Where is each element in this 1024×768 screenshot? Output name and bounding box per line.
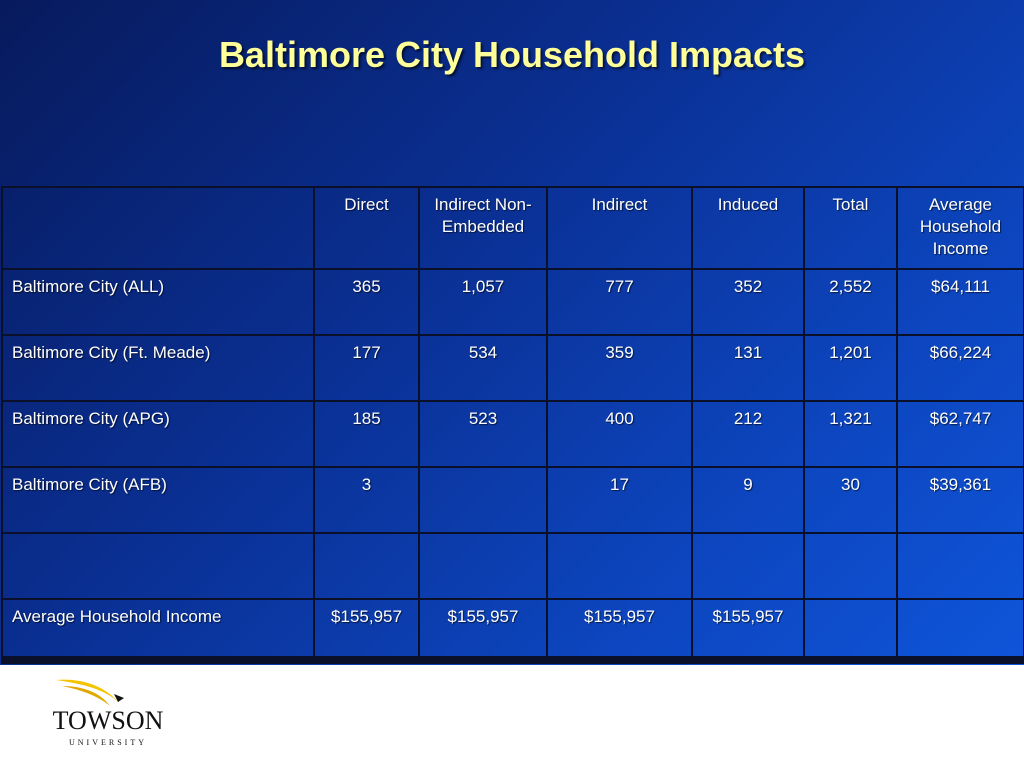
header-induced: Induced (691, 186, 805, 270)
table-row: Baltimore City (AFB) 3 17 9 30 $39,361 (1, 466, 1024, 534)
row-label: Baltimore City (ALL) (1, 268, 315, 336)
cell-total: 1,321 (803, 400, 898, 468)
cell-indirect: $155,957 (546, 598, 693, 664)
cell-total (803, 598, 898, 664)
header-indirect: Indirect (546, 186, 693, 270)
cell-avg-income: $62,747 (896, 400, 1024, 468)
row-label: Baltimore City (Ft. Meade) (1, 334, 315, 402)
swoosh-icon (56, 679, 124, 706)
cell-direct: $155,957 (313, 598, 420, 664)
table-row: Baltimore City (Ft. Meade) 177 534 359 1… (1, 334, 1024, 402)
cell-indirect-non-embedded: 1,057 (418, 268, 548, 336)
row-label: Average Household Income (1, 598, 315, 664)
cell-total (803, 532, 898, 600)
cell-induced: 9 (691, 466, 805, 534)
cell-induced: 352 (691, 268, 805, 336)
cell-direct: 185 (313, 400, 420, 468)
cell-indirect: 359 (546, 334, 693, 402)
header-row: Direct Indirect Non-Embedded Indirect In… (1, 186, 1024, 270)
cell-induced: 131 (691, 334, 805, 402)
cell-indirect-non-embedded: $155,957 (418, 598, 548, 664)
cell-total: 2,552 (803, 268, 898, 336)
cell-avg-income: $39,361 (896, 466, 1024, 534)
cell-indirect-non-embedded (418, 532, 548, 600)
cell-indirect-non-embedded: 534 (418, 334, 548, 402)
slide-title: Baltimore City Household Impacts (218, 34, 806, 75)
header-avg-income: Average Household Income (896, 186, 1024, 270)
cell-induced (691, 532, 805, 600)
table-row: Baltimore City (APG) 185 523 400 212 1,3… (1, 400, 1024, 468)
table-row (1, 532, 1024, 600)
header-cell (1, 186, 315, 270)
cell-avg-income: $64,111 (896, 268, 1024, 336)
cell-induced: $155,957 (691, 598, 805, 664)
header-direct: Direct (313, 186, 420, 270)
logo-name: TOWSON (52, 706, 164, 735)
cell-direct: 3 (313, 466, 420, 534)
towson-logo: TOWSON UNIVERSITY (48, 676, 178, 756)
cell-avg-income (896, 532, 1024, 600)
row-label (1, 532, 315, 600)
cell-total: 30 (803, 466, 898, 534)
header-total: Total (803, 186, 898, 270)
row-label: Baltimore City (AFB) (1, 466, 315, 534)
header-indirect-non-embedded: Indirect Non-Embedded (418, 186, 548, 270)
cell-indirect: 400 (546, 400, 693, 468)
cell-avg-income (896, 598, 1024, 664)
slide-background: Baltimore City Household Impacts Direct … (0, 0, 1024, 665)
cell-indirect (546, 532, 693, 600)
cell-direct: 177 (313, 334, 420, 402)
table-row: Baltimore City (ALL) 365 1,057 777 352 2… (1, 268, 1024, 336)
table-row: Average Household Income $155,957 $155,9… (1, 598, 1024, 664)
cell-indirect: 777 (546, 268, 693, 336)
row-label: Baltimore City (APG) (1, 400, 315, 468)
impacts-table: Direct Indirect Non-Embedded Indirect In… (1, 186, 1024, 664)
cell-induced: 212 (691, 400, 805, 468)
cell-direct: 365 (313, 268, 420, 336)
logo-subtitle: UNIVERSITY (69, 738, 147, 747)
cell-avg-income: $66,224 (896, 334, 1024, 402)
cell-indirect-non-embedded: 523 (418, 400, 548, 468)
cell-total: 1,201 (803, 334, 898, 402)
cell-direct (313, 532, 420, 600)
cell-indirect: 17 (546, 466, 693, 534)
cell-indirect-non-embedded (418, 466, 548, 534)
